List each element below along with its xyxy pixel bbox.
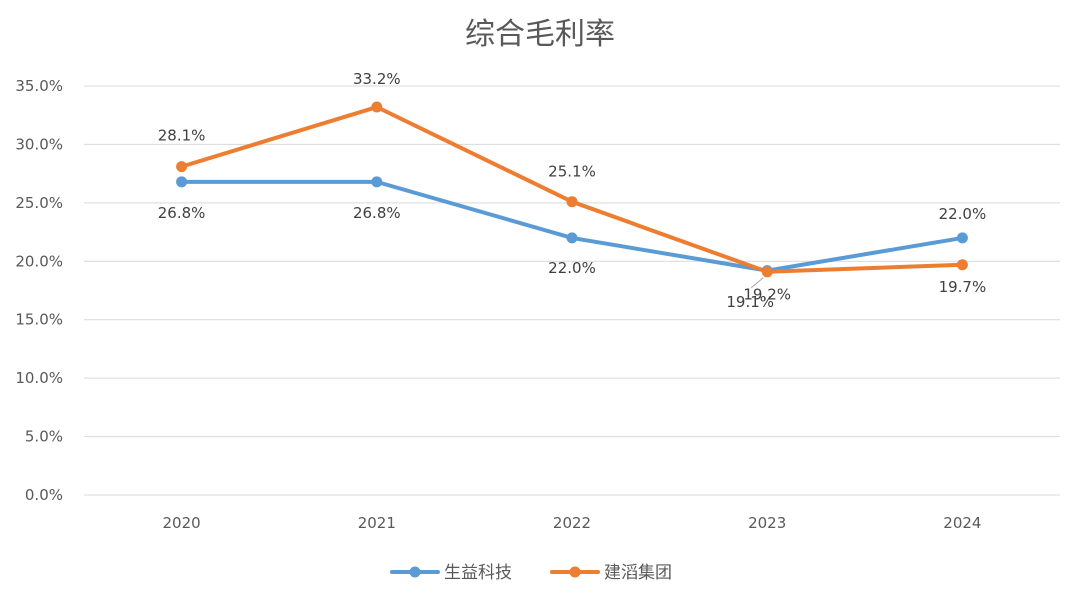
x-tick-label: 2024 — [943, 514, 981, 532]
y-tick-label: 30.0% — [15, 135, 63, 153]
legend-marker-2 — [569, 566, 581, 578]
y-tick-label: 35.0% — [15, 77, 63, 95]
x-tick-label: 2020 — [163, 514, 201, 532]
legend-label-1: 生益科技 — [444, 563, 512, 583]
x-tick-label: 2022 — [553, 514, 591, 532]
chart-title: 综合毛利率 — [465, 17, 615, 52]
data-label: 26.8% — [353, 204, 401, 222]
data-label: 33.2% — [353, 70, 401, 88]
data-label: 28.1% — [158, 127, 206, 145]
data-label: 19.7% — [939, 278, 987, 296]
y-tick-label: 0.0% — [25, 486, 63, 504]
y-tick-label: 5.0% — [25, 428, 63, 446]
y-axis: 0.0% 5.0% 10.0% 15.0% 20.0% 25.0% 30.0% 35.0% — [15, 77, 63, 504]
y-tick-label: 20.0% — [15, 252, 63, 270]
data-point — [176, 161, 188, 173]
y-tick-label: 10.0% — [15, 369, 63, 387]
series-lines — [176, 101, 968, 278]
data-point — [566, 196, 578, 208]
data-point — [176, 176, 188, 188]
y-tick-label: 15.0% — [15, 311, 63, 329]
grid-lines — [84, 85, 1060, 496]
x-axis: 2020 2021 2022 2023 2024 — [163, 514, 982, 532]
y-tick-label: 25.0% — [15, 194, 63, 212]
data-label: 22.0% — [548, 259, 596, 277]
data-label: 22.0% — [939, 205, 987, 223]
data-point — [371, 101, 383, 113]
x-tick-label: 2023 — [748, 514, 786, 532]
data-label: 19.1% — [726, 293, 774, 311]
label-leader-line — [750, 277, 764, 289]
data-point — [956, 259, 968, 271]
data-point — [566, 232, 578, 244]
series-line-2 — [179, 105, 965, 274]
data-label: 26.8% — [158, 204, 206, 222]
data-label: 25.1% — [548, 163, 596, 181]
x-tick-label: 2021 — [358, 514, 396, 532]
data-label: 19.2% — [743, 286, 791, 304]
data-labels: 26.8% 26.8% 22.0% 19.2% 22.0% 28.1% 33.2% 25.1%… — [158, 70, 986, 311]
legend-marker-1 — [409, 566, 421, 578]
data-point — [761, 266, 773, 278]
legend: 生益科技 建滔集团 — [390, 563, 672, 583]
data-point — [956, 232, 968, 244]
series-line-1 — [179, 179, 965, 273]
data-point — [371, 176, 383, 188]
legend-label-2: 建滔集团 — [604, 563, 672, 583]
